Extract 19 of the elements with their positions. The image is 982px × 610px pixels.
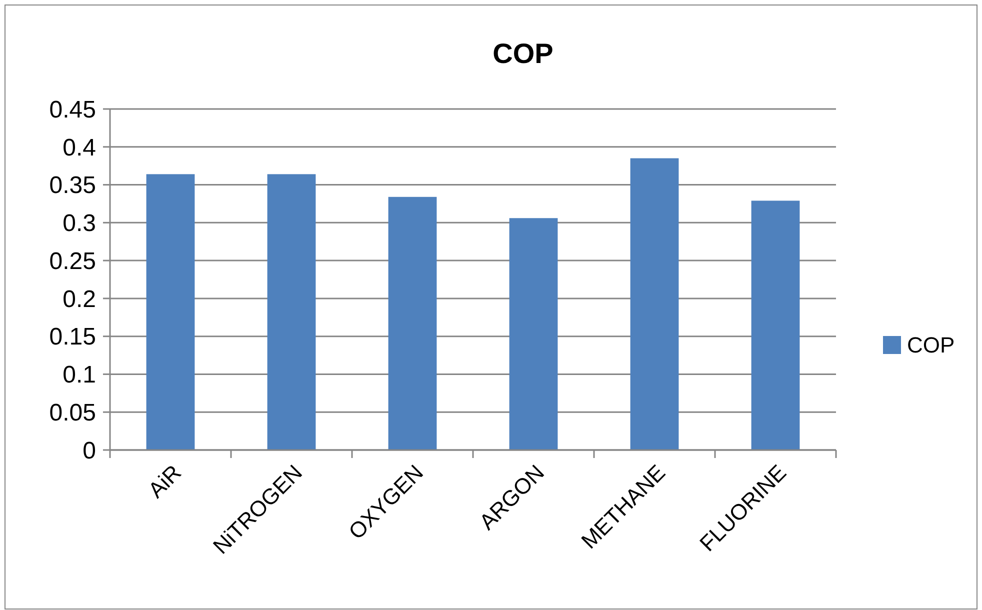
chart-title: COP bbox=[492, 38, 554, 69]
bar bbox=[509, 218, 558, 450]
y-tick-label: 0.2 bbox=[62, 286, 96, 313]
bar bbox=[388, 196, 437, 450]
y-tick-label: 0.15 bbox=[49, 324, 96, 351]
y-tick-label: 0.45 bbox=[49, 96, 96, 124]
y-tick-label: 0.35 bbox=[49, 172, 96, 200]
y-tick-label: 0.05 bbox=[49, 400, 96, 427]
y-tick-label: 0 bbox=[82, 437, 96, 464]
y-tick-label: 0.3 bbox=[62, 210, 96, 238]
bar bbox=[630, 158, 679, 450]
bar bbox=[267, 174, 316, 450]
bar bbox=[751, 200, 800, 450]
y-tick-label: 0.25 bbox=[49, 248, 96, 275]
x-tick-label: AiR bbox=[143, 460, 186, 503]
y-tick-label: 0.1 bbox=[62, 362, 96, 389]
bar bbox=[146, 174, 195, 450]
y-tick-label: 0.4 bbox=[62, 134, 96, 162]
legend-label: COP bbox=[907, 332, 955, 358]
